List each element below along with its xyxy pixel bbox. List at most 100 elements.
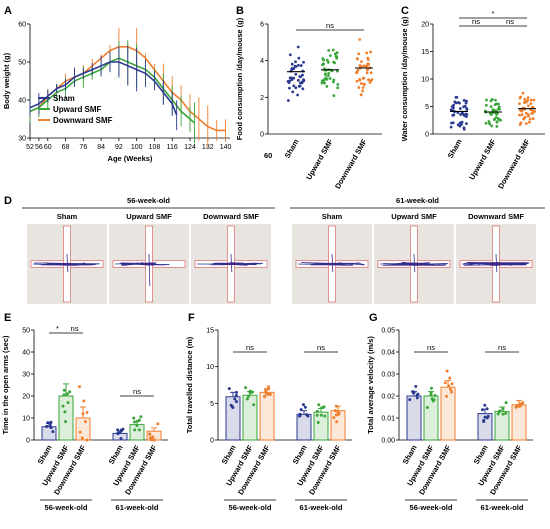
movement-track: [114, 261, 170, 266]
data-point: [358, 78, 362, 82]
data-point: [325, 84, 329, 88]
age-header: 61-week-old: [396, 196, 439, 205]
panel-label-d: D: [4, 195, 12, 207]
data-point: [531, 111, 535, 115]
data-point: [495, 120, 499, 124]
data-point: [480, 408, 484, 412]
data-point: [301, 87, 305, 91]
legend-label: Downward SMF: [53, 116, 113, 125]
data-point: [116, 432, 120, 436]
data-point: [337, 411, 341, 415]
data-point: [448, 376, 452, 380]
series-line: [29, 57, 195, 124]
x-tick-label: 124: [184, 144, 196, 151]
data-point: [445, 394, 449, 398]
data-point: [336, 69, 339, 73]
y-tick-label: 4: [260, 58, 264, 65]
movement-track: [379, 262, 449, 266]
data-point: [356, 57, 359, 61]
data-point: [448, 387, 452, 391]
data-point: [450, 121, 453, 125]
data-point: [486, 414, 490, 418]
y-tick-label: 0.01: [381, 416, 395, 423]
data-point: [68, 390, 72, 394]
data-point: [325, 77, 329, 81]
y-tick-label: 15: [421, 49, 429, 56]
data-point: [497, 105, 501, 109]
data-point: [367, 62, 371, 66]
data-point: [357, 86, 361, 89]
data-point: [234, 393, 238, 397]
bar: [494, 410, 510, 441]
data-point: [358, 64, 362, 67]
data-point: [464, 112, 468, 116]
data-point: [531, 117, 535, 121]
data-point: [359, 82, 363, 85]
data-point: [354, 71, 358, 74]
y-tick-label: 0.04: [381, 350, 395, 357]
data-point: [359, 93, 363, 97]
data-point: [336, 83, 340, 86]
data-point: [316, 420, 320, 424]
data-point: [64, 420, 68, 424]
movement-track: [495, 253, 498, 273]
data-point: [429, 393, 433, 397]
data-point: [445, 369, 449, 373]
movement-track: [413, 253, 416, 273]
data-point: [369, 71, 373, 75]
data-point: [357, 52, 361, 56]
bar: [225, 396, 241, 441]
data-point: [319, 413, 323, 417]
data-point: [414, 384, 418, 388]
panel-c-scatter-chart: 0 5 10 15 20 Water consumption /day/mouse (g)…: [400, 9, 545, 190]
significance-label: ns: [506, 17, 514, 26]
panel-label-c: C: [401, 5, 409, 17]
data-point: [80, 436, 84, 440]
data-point: [518, 113, 521, 117]
data-point: [231, 406, 235, 410]
data-point: [322, 405, 326, 409]
data-point: [332, 94, 336, 98]
data-point: [332, 416, 336, 420]
data-point: [302, 60, 305, 64]
data-point: [495, 125, 499, 128]
y-axis-label: Food consumption /day/mouse (g): [235, 17, 244, 140]
data-point: [63, 410, 67, 414]
bar: [242, 394, 258, 441]
data-point: [460, 122, 463, 126]
data-point: [296, 93, 300, 97]
data-point: [494, 98, 497, 102]
x-category-label: Upward SMF: [467, 137, 498, 181]
significance-label: *: [56, 324, 59, 333]
group-header: Downward SMF: [203, 212, 259, 221]
data-point: [301, 73, 304, 77]
data-point: [322, 62, 325, 66]
data-point: [520, 113, 524, 117]
data-point: [290, 62, 294, 66]
data-point: [81, 412, 85, 416]
panel-d-maze-tracks: 56-week-old 61-week-old Sham Upward SMF Down…: [22, 196, 545, 304]
data-point: [519, 121, 523, 125]
age-group-label: 61-week-old: [481, 503, 524, 512]
y-tick-label: 5: [425, 104, 429, 111]
data-point: [135, 419, 139, 423]
panel-label-a: A: [4, 5, 12, 17]
movement-track: [297, 262, 366, 266]
data-point: [521, 401, 525, 405]
y-axis-label: Total average velocity (m/s): [366, 336, 375, 434]
y-tick-label: 0: [210, 438, 214, 445]
data-point: [322, 78, 326, 82]
data-point: [267, 387, 271, 391]
data-point: [288, 53, 292, 57]
y-tick-label: 50: [18, 60, 26, 67]
data-point: [227, 387, 231, 391]
data-point: [292, 67, 296, 71]
data-point: [355, 79, 359, 83]
data-point: [464, 101, 468, 105]
y-tick-label: 20: [22, 394, 30, 401]
data-point: [484, 121, 488, 125]
data-point: [361, 89, 365, 93]
stray-label: 60: [264, 151, 272, 160]
series-line: [29, 61, 178, 116]
data-point: [326, 60, 330, 64]
